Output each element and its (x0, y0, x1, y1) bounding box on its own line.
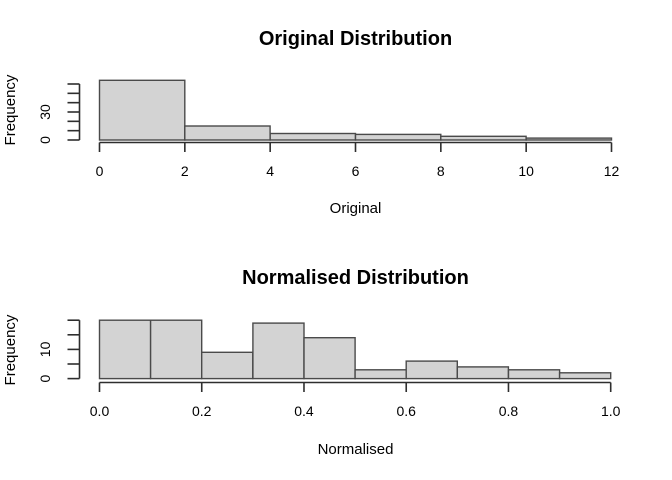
x-tick-label: 0.4 (294, 403, 314, 419)
x-tick-label: 0.6 (396, 403, 416, 419)
x-tick-label: 0 (96, 163, 104, 179)
histogram-bar (354, 369, 407, 380)
histogram-bar (149, 319, 203, 380)
y-tick-label: 0 (37, 374, 53, 382)
y-tick-label: 10 (37, 341, 53, 357)
y-axis-label-frequency-bottom: Frequency (2, 314, 19, 386)
x-tick-label: 1.0 (601, 403, 621, 419)
histogram-group-0: 0 2 4 6 8 10 12 0 30 (37, 79, 620, 179)
y-tick-label: 0 (37, 136, 53, 144)
histogram-bar (200, 351, 254, 380)
y-tick-label: 30 (37, 104, 53, 120)
x-tick-label: 12 (604, 163, 620, 179)
x-tick-label: 0.2 (192, 403, 212, 419)
histogram-bar (303, 337, 356, 380)
x-tick-label: 10 (518, 163, 534, 179)
x-tick-label: 0.8 (499, 403, 519, 419)
chart-title-normalised: Normalised Distribution (242, 267, 469, 289)
histogram-bar (98, 79, 186, 141)
histogram-bar (405, 360, 459, 380)
histogram-bar (252, 322, 305, 380)
x-tick-label: 2 (181, 163, 189, 179)
histogram-bar (525, 137, 613, 141)
x-tick-label: 6 (352, 163, 360, 179)
histogram-bar (558, 372, 612, 380)
histogram-bar (354, 133, 442, 141)
histogram-bar (184, 125, 271, 141)
x-tick-label: 0.0 (90, 403, 110, 419)
y-axis-label-frequency-top: Frequency (2, 74, 19, 146)
x-tick-label: 4 (266, 163, 274, 179)
histogram-bar (507, 369, 561, 380)
histogram-bar (98, 319, 152, 380)
x-tick-label: 8 (437, 163, 445, 179)
x-axis-label-original: Original (329, 200, 382, 217)
histogram-bar (269, 132, 357, 141)
histogram-group-1: 0.0 0.2 0.4 0.6 0.8 1.0 0 10 (37, 319, 621, 419)
histogram-bar (456, 366, 510, 380)
chart-title-original: Original Distribution (258, 28, 453, 50)
histogram-bar (440, 135, 527, 141)
x-axis-label-normalised: Normalised (317, 441, 394, 458)
